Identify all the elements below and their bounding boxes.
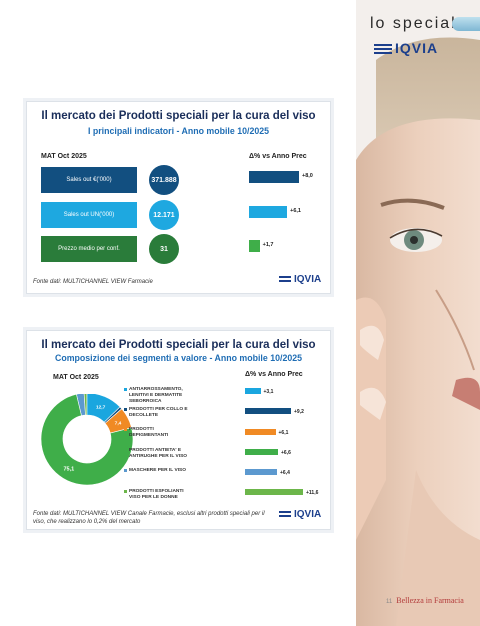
segment-delta-bar-0	[245, 388, 261, 394]
panel1-logo: IQVIA	[279, 274, 321, 285]
delta-bar-avg-price	[249, 240, 260, 252]
legend-text-3-0: PRODOTTI ANTIETA' E	[129, 448, 182, 453]
legend-text-5-1: VISO PER LE DONNE	[129, 494, 178, 500]
brand-stripes-icon	[374, 44, 392, 55]
donut-label-4: 2,7	[71, 394, 78, 395]
panel2-source-line2: viso, che realizzano lo 0,2% del mercato	[33, 518, 141, 525]
segment-delta-label-4: +6,4	[280, 469, 290, 476]
legend-item-5: PRODOTTI ESFOLIANTI VISO PER LE DONNE	[124, 489, 219, 501]
donut-label-5: 1,0	[87, 394, 94, 395]
legend-item-2: PRODOTTI DEPIGMENTANTI	[124, 427, 219, 439]
panel2-subtitle: Composizione dei segmenti a valore - Ann…	[54, 353, 303, 363]
section-title: lo speciale	[370, 15, 468, 32]
legend-item-0: ANTIARROSSAMENTO, LENITIVI E DERMATITE SEB…	[124, 387, 219, 404]
segment-delta-bar-3	[245, 449, 278, 455]
delta-bar-sales-euro	[249, 171, 299, 183]
kpi-box-sales-euro: Sales out €('000)	[41, 167, 137, 193]
delta-value-avg-price: +1,7	[262, 242, 274, 248]
legend-text-1-0: PRODOTTI PER COLLO E	[129, 407, 188, 412]
kpi-circle-sales-units: 12.171	[149, 200, 179, 230]
legend-dot-0	[124, 388, 127, 391]
panel2-logo: IQVIA	[279, 509, 321, 520]
panel2-source: Fonte dati: MULTICHANNEL VIEW Canale Far…	[33, 511, 265, 526]
donut-label-1: 0,9	[127, 394, 134, 395]
donut-slice-3	[40, 394, 134, 486]
panel1-mat-header: MAT Oct 2025	[41, 153, 87, 160]
legend-item-1: PRODOTTI PER COLLO E DECOLLETE	[124, 407, 219, 419]
kpi-circle-avg-price: 31	[149, 234, 179, 264]
indicators-panel: Il mercato dei Prodotti speciali per la …	[26, 101, 331, 294]
panel2-title: Il mercato dei Prodotti speciali per la …	[41, 339, 316, 351]
panel1-subtitle: I principali indicatori - Anno mobile 10…	[87, 126, 270, 136]
segment-delta-bar-2	[245, 429, 276, 435]
delta-value-sales-units: +6,1	[290, 208, 301, 214]
segment-delta-label-2: +6,1	[278, 429, 289, 436]
segments-panel: Il mercato dei Prodotti speciali per la …	[26, 330, 331, 530]
panel1-title: Il mercato dei Prodotti speciali per la …	[41, 110, 316, 122]
legend-dot-1	[124, 408, 127, 411]
segment-delta-label-5: +11,6	[306, 489, 319, 496]
legend-dot-4	[124, 469, 127, 472]
legend-item-4: MASCHERE PER IL VISO	[124, 468, 219, 474]
kpi-box-sales-units: Sales out UN('000)	[41, 202, 137, 228]
segment-delta-label-3: +6,6	[281, 449, 291, 456]
section-title-accent	[452, 17, 480, 31]
donut-label-3: 75,1	[64, 466, 75, 472]
segment-delta-bar-1	[245, 408, 291, 414]
kpi-box-avg-price: Prezzo medio per conf.	[41, 236, 137, 262]
legend-text-2-1: DEPIGMENTANTI	[129, 432, 169, 438]
legend-text-0-1: LENITIVI E DERMATITE	[129, 392, 183, 398]
panel2-source-line1: Fonte dati: MULTICHANNEL VIEW Canale Far…	[33, 511, 265, 517]
legend-dot-2	[124, 428, 127, 431]
panel2-delta-header: Δ% vs Anno Prec	[245, 371, 303, 378]
brand-logo: IQVIA	[374, 40, 438, 56]
magazine-name: Bellezza in Farmacia	[396, 596, 464, 605]
delta-value-sales-euro: +8,0	[302, 173, 313, 179]
legend-item-3: PRODOTTI ANTIETA' E ANTIRUGHE PER IL VISO	[124, 448, 219, 460]
page-number: 11	[386, 599, 393, 605]
segments-donut-chart: 2,7 1,0 12,7 0,9 7,4 75,1	[40, 394, 134, 486]
legend-text-2-0: PRODOTTI	[129, 427, 154, 432]
legend-dot-5	[124, 490, 127, 493]
legend-text-5-0: PRODOTTI ESFOLIANTI	[129, 489, 184, 494]
segment-delta-bar-4	[245, 469, 277, 475]
panel1-source: Fonte dati: MULTICHANNEL VIEW Farmacie	[33, 279, 153, 285]
face-photo	[356, 0, 480, 626]
delta-bar-sales-units	[249, 206, 288, 218]
legend-text-4-0: MASCHERE PER IL VISO	[129, 468, 186, 473]
panel2-logo-stripes-icon	[279, 510, 291, 518]
legend-dot-3	[124, 449, 127, 452]
kpi-circle-sales-euro: 371.888	[149, 165, 179, 195]
legend-text-3-1: ANTIRUGHE PER IL VISO	[129, 453, 188, 459]
donut-label-2: 7,4	[115, 420, 122, 426]
panel1-logo-stripes-icon	[279, 275, 291, 283]
page-footer: 11 Bellezza in Farmacia	[386, 596, 464, 605]
legend-text-1-1: DECOLLETE	[129, 412, 159, 418]
legend-text-0-0: ANTIARROSSAMENTO,	[129, 387, 183, 392]
legend-text-0-2: SEBORROICA	[129, 398, 162, 404]
face-illustration	[356, 0, 480, 626]
segment-delta-label-0: +3,1	[263, 388, 274, 395]
panel2-mat-header: MAT Oct 2025	[53, 374, 99, 381]
segment-delta-label-1: +9,2	[294, 408, 304, 415]
donut-label-0: 12,7	[96, 404, 106, 410]
segment-delta-bar-5	[245, 489, 303, 495]
panel1-delta-header: Δ% vs Anno Prec	[249, 153, 307, 160]
